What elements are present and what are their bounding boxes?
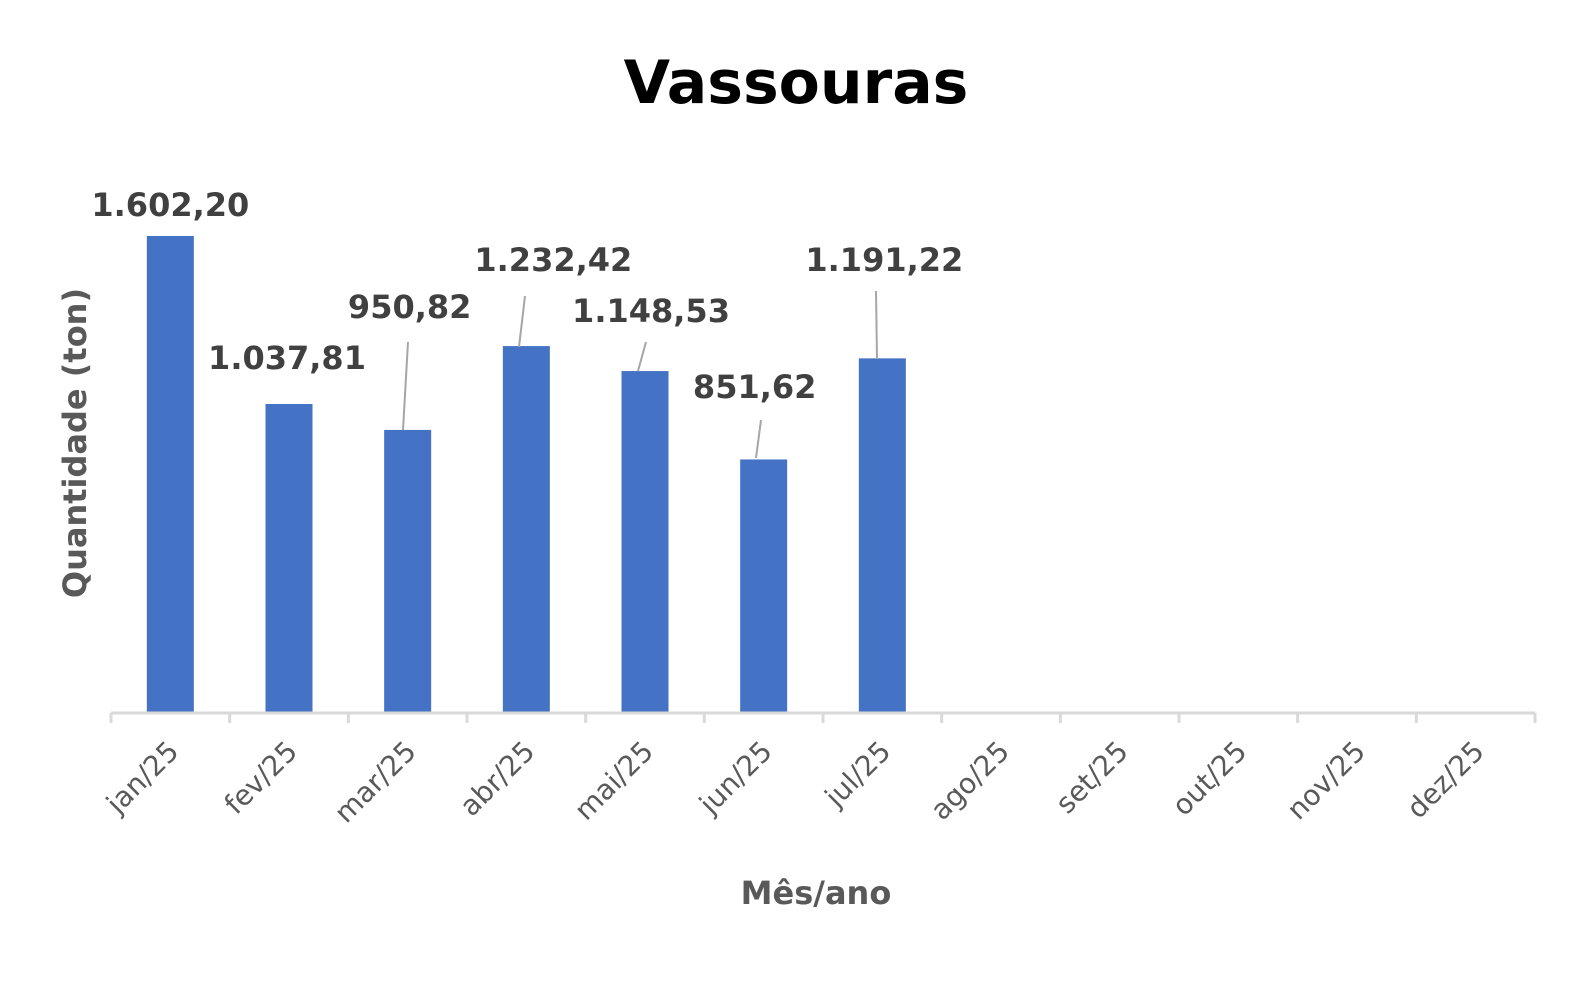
data-labels-layer: 1.602,20 1.037,81 950,821.232,42 1.148,53 85…	[91, 186, 963, 406]
x-tick-label: jul/25	[818, 735, 897, 814]
x-tick-label: ago/25	[924, 735, 1016, 827]
data-label: 1.602,20	[91, 186, 249, 224]
leader-line	[402, 341, 409, 431]
x-tick-label: mai/25	[568, 735, 660, 827]
x-tick-label: nov/25	[1280, 735, 1372, 827]
bar-mar-25	[384, 429, 432, 713]
bar-jul-25	[858, 358, 906, 713]
data-label: 851,62	[693, 368, 816, 406]
x-axis-title: Mês/ano	[741, 874, 892, 912]
data-label: 1.148,53	[572, 292, 730, 330]
chart-title: Vassouras	[624, 48, 969, 118]
data-label: 950,82	[348, 288, 471, 326]
y-axis-title: Quantidade (ton)	[56, 288, 94, 598]
data-label: 1.037,81	[208, 339, 366, 377]
x-axis	[109, 711, 1537, 723]
x-tick-label: out/25	[1166, 735, 1254, 823]
x-tick-labels-layer: jan/25 fev/25 mar/25 abr/25 mai/25 jun/25 jul/…	[99, 735, 1490, 830]
x-tick-label: abr/25	[453, 735, 541, 823]
x-tick-label: fev/25	[218, 735, 304, 821]
leader-line	[875, 290, 878, 360]
bar-mai-25	[621, 371, 669, 713]
data-label: 1.191,22	[805, 241, 963, 279]
leader-line	[637, 341, 647, 372]
leader-line	[518, 295, 526, 348]
x-tick-label: jan/25	[99, 735, 185, 821]
data-label: 1.232,42	[474, 241, 632, 279]
bar-fev-25	[265, 404, 313, 713]
bar-abr-25	[502, 346, 550, 713]
x-tick-label: mar/25	[328, 735, 423, 830]
x-tick-label: set/25	[1049, 735, 1134, 820]
bars-layer	[146, 236, 906, 713]
x-tick-label: dez/25	[1400, 735, 1490, 825]
leader-lines-layer	[402, 290, 878, 459]
leader-line	[755, 419, 762, 459]
bar-jan-25	[146, 236, 194, 713]
x-tick-label: jun/25	[692, 735, 779, 822]
bar-jun-25	[740, 459, 788, 713]
